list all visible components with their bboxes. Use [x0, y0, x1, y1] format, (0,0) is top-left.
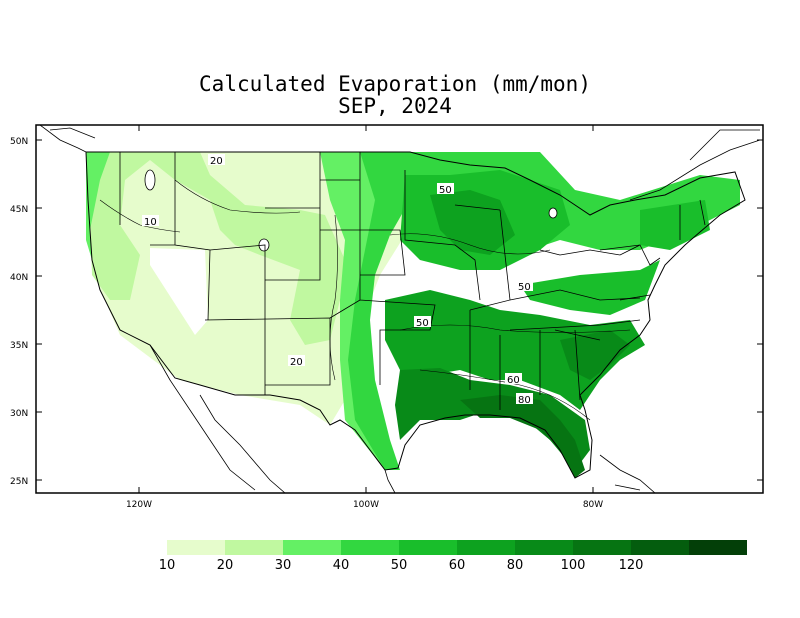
contour-lines [99, 179, 631, 421]
colorbar-swatch [225, 540, 283, 555]
surrounding-coastlines [39, 125, 761, 493]
colorbar-swatch [573, 540, 631, 555]
lat-label: 25N [10, 477, 28, 487]
lon-label: 120W [126, 500, 152, 510]
state-lines [119, 152, 706, 410]
lat-label: 50N [10, 137, 28, 147]
colorbar-swatch [283, 540, 341, 555]
zone-lightest [86, 152, 415, 425]
us-boundary [85, 151, 746, 479]
zone-10-20 [90, 152, 345, 345]
colorbar-tick-label: 10 [158, 558, 176, 573]
colorbar-tick-label: 20 [216, 558, 234, 573]
lon-label: 80W [583, 500, 603, 510]
contour-label: 50 [518, 282, 531, 293]
lat-label: 35N [10, 341, 28, 351]
contour-label: 10 [144, 217, 157, 228]
colorbar-swatch [631, 540, 689, 555]
colorbar-tick-label: 120 [618, 558, 644, 573]
contour-label: 50 [416, 318, 429, 329]
colorbar-tick-label: 50 [390, 558, 408, 573]
contour-labels: 20 10 50 50 50 20 60 80 [142, 154, 533, 406]
lat-axis: 50N 45N 40N 35N 30N 25N [10, 137, 763, 487]
lake-spot [548, 207, 558, 219]
colorbar-swatch [167, 540, 225, 555]
colorbar-tick-label: 40 [332, 558, 350, 573]
lon-label: 100W [353, 500, 379, 510]
contour-label: 50 [439, 185, 452, 196]
zone-missing [150, 248, 208, 335]
lat-label: 45N [10, 205, 28, 215]
lat-label: 40N [10, 273, 28, 283]
contour-label: 20 [290, 357, 303, 368]
colorbar-swatch [689, 540, 747, 555]
colorbar-swatch [457, 540, 515, 555]
colorbar-tick-label: 100 [560, 558, 586, 573]
lon-axis: 120W 100W 80W [126, 125, 603, 510]
colorbar-swatch [341, 540, 399, 555]
map-subtitle: SEP, 2024 [338, 94, 452, 118]
contour-label: 20 [210, 156, 223, 167]
map-frame [35, 124, 764, 494]
colorbar-swatch [515, 540, 573, 555]
contour-label: 80 [518, 395, 531, 406]
map-title: Calculated Evaporation (mm/mon) [199, 72, 591, 96]
lake-spot [144, 169, 156, 191]
colorbar-tick-label: 60 [448, 558, 466, 573]
colorbar-tick-label: 30 [274, 558, 292, 573]
contour-label: 60 [507, 375, 520, 386]
zone-80-100 [460, 395, 585, 478]
colorbar-tick-label: 80 [506, 558, 524, 573]
colorbar-swatch [399, 540, 457, 555]
lat-label: 30N [10, 409, 28, 419]
